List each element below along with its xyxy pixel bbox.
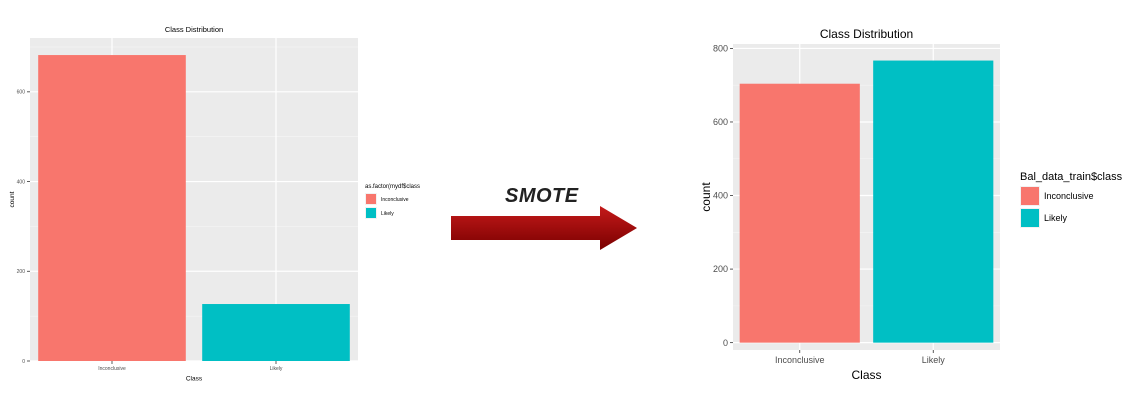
x-tick-label: Inconclusive	[98, 366, 126, 372]
legend-entry-label: Inconclusive	[381, 197, 409, 203]
bar-inconclusive	[38, 55, 186, 362]
y-tick-label: 600	[17, 90, 26, 96]
x-tick-label: Inconclusive	[775, 355, 825, 365]
legend-title: Bal_data_train$class	[1020, 171, 1123, 183]
legend-swatch-likely	[1021, 209, 1039, 227]
legend-swatch-likely	[366, 208, 376, 218]
bar-inconclusive	[739, 83, 860, 343]
legend-swatch-inconclusive	[366, 194, 376, 204]
bar-likely	[873, 60, 994, 343]
x-tick-label: Likely	[270, 366, 283, 372]
legend-entry-label: Likely	[1044, 213, 1068, 223]
bar-likely	[202, 304, 350, 361]
legend-entry-label: Inconclusive	[1044, 191, 1094, 201]
y-axis-label: count	[699, 182, 713, 212]
chart-after-smote: 0 200 400 600 800 Inconclusive Likely Class Dis…	[690, 0, 1124, 403]
smote-arrow: SMOTE	[445, 180, 645, 260]
bar-chart-after: 0 200 400 600 800 Inconclusive Likely Class Dis…	[699, 27, 1123, 382]
y-tick-label: 400	[17, 179, 26, 185]
x-tick-label: Likely	[922, 355, 946, 365]
legend-swatch-inconclusive	[1021, 187, 1039, 205]
x-axis-label: Class	[186, 376, 203, 383]
y-tick-label: 200	[713, 264, 728, 274]
y-tick-label: 0	[723, 338, 728, 348]
y-tick-label: 0	[22, 359, 25, 365]
smote-label: SMOTE	[505, 185, 579, 207]
arrow-right-icon	[451, 206, 637, 250]
chart-title: Class Distribution	[165, 25, 223, 34]
y-tick-label: 400	[713, 191, 728, 201]
y-tick-label: 600	[713, 117, 728, 127]
legend-title: as.factor(mydf$class)	[365, 184, 420, 190]
chart-title: Class Distribution	[820, 27, 913, 41]
y-axis-label: count	[9, 191, 16, 207]
x-axis-label: Class	[851, 368, 881, 382]
y-tick-label: 200	[17, 269, 26, 275]
bar-chart-before: 0 200 400 600 Inconclusive Likely Class Distri…	[9, 25, 422, 383]
chart-before-smote: 0 200 400 600 Inconclusive Likely Class Distri…	[0, 0, 422, 403]
y-tick-label: 800	[713, 44, 728, 54]
legend-entry-label: Likely	[381, 211, 394, 217]
